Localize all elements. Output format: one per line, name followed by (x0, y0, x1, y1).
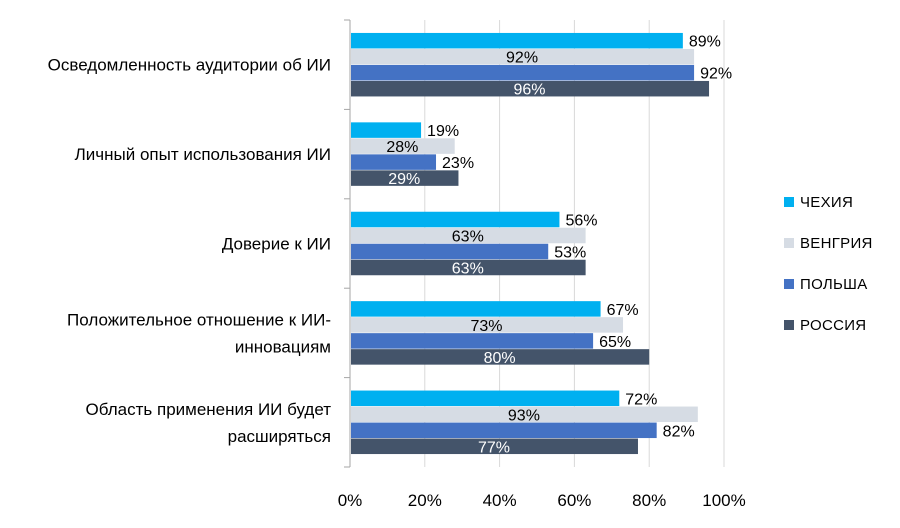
category-label: Доверие к ИИ (222, 235, 331, 254)
bar (351, 227, 586, 244)
axes: 0% 20% 40% 60% 80% 100% (338, 19, 746, 510)
category-label: Положительное отношение к ИИ-инновациям (67, 310, 331, 356)
legend-label: ЧЕХИЯ (800, 194, 853, 211)
bar (351, 138, 455, 154)
category-label-line: Личный опыт использования ИИ (75, 145, 331, 164)
legend-swatch (784, 279, 794, 289)
data-label: 80% (484, 350, 516, 367)
bar (351, 80, 710, 97)
data-label: 93% (508, 407, 540, 424)
category-label: Личный опыт использования ИИ (75, 145, 331, 164)
bar (351, 170, 459, 186)
legend-swatch (784, 197, 794, 207)
category-label: Осведомленность аудитории об ИИ (48, 56, 331, 75)
data-labels: 89% 92% 92% 96% 19% 28% 23% 29% 56% 63% 53% 63% 67% 7… (386, 34, 732, 457)
bar (351, 122, 422, 138)
legend-label: РОССИЯ (800, 317, 866, 334)
data-label: 77% (478, 439, 510, 456)
data-label: 92% (506, 50, 538, 67)
data-label: 29% (388, 171, 420, 188)
bars (351, 32, 710, 455)
bar (351, 48, 695, 65)
bar (351, 422, 657, 439)
category-labels: Осведомленность аудитории об ИИ Личный оп… (48, 56, 332, 446)
data-label: 89% (689, 34, 721, 51)
bar (351, 259, 586, 276)
legend-label: ПОЛЬША (800, 276, 868, 293)
bar (351, 154, 437, 170)
data-label: 63% (452, 229, 484, 246)
data-label: 23% (442, 155, 474, 172)
category-label-line: инновациям (235, 337, 331, 356)
bar (351, 406, 698, 423)
legend-swatch (784, 238, 794, 248)
x-tick-label: 0% (338, 491, 363, 510)
data-label: 82% (663, 423, 695, 440)
bar (351, 317, 624, 333)
bar (351, 211, 560, 228)
bar (351, 390, 620, 407)
x-tick-label: 40% (483, 491, 517, 510)
category-label-line: Область применения ИИ будет (86, 400, 332, 419)
x-tick-label: 80% (632, 491, 666, 510)
category-label: Область применения ИИ будет расширяться (86, 400, 332, 446)
bar (351, 64, 695, 81)
data-label: 73% (470, 318, 502, 335)
data-label: 53% (554, 245, 586, 262)
data-label: 96% (514, 82, 546, 99)
bar (351, 32, 683, 49)
x-tick-label: 100% (702, 491, 745, 510)
category-label-line: Осведомленность аудитории об ИИ (48, 56, 331, 75)
data-label: 56% (565, 213, 597, 230)
bar (351, 333, 594, 349)
bar (351, 438, 638, 455)
bar (351, 243, 549, 260)
data-label: 92% (700, 66, 732, 83)
data-label: 19% (427, 123, 459, 140)
category-label-line: Доверие к ИИ (222, 235, 331, 254)
x-tick-label: 20% (408, 491, 442, 510)
data-label: 63% (452, 261, 484, 278)
bar (351, 301, 601, 317)
legend-swatch (784, 320, 794, 330)
bar (351, 349, 650, 365)
data-label: 72% (625, 391, 657, 408)
category-label-line: Положительное отношение к ИИ- (67, 310, 331, 329)
data-label: 28% (386, 139, 418, 156)
legend: ЧЕХИЯ ВЕНГРИЯ ПОЛЬША РОССИЯ (784, 194, 873, 334)
legend-label: ВЕНГРИЯ (800, 235, 873, 252)
x-tick-label: 60% (557, 491, 591, 510)
data-label: 65% (599, 334, 631, 351)
category-label-line: расширяться (228, 427, 331, 446)
data-label: 67% (607, 302, 639, 319)
